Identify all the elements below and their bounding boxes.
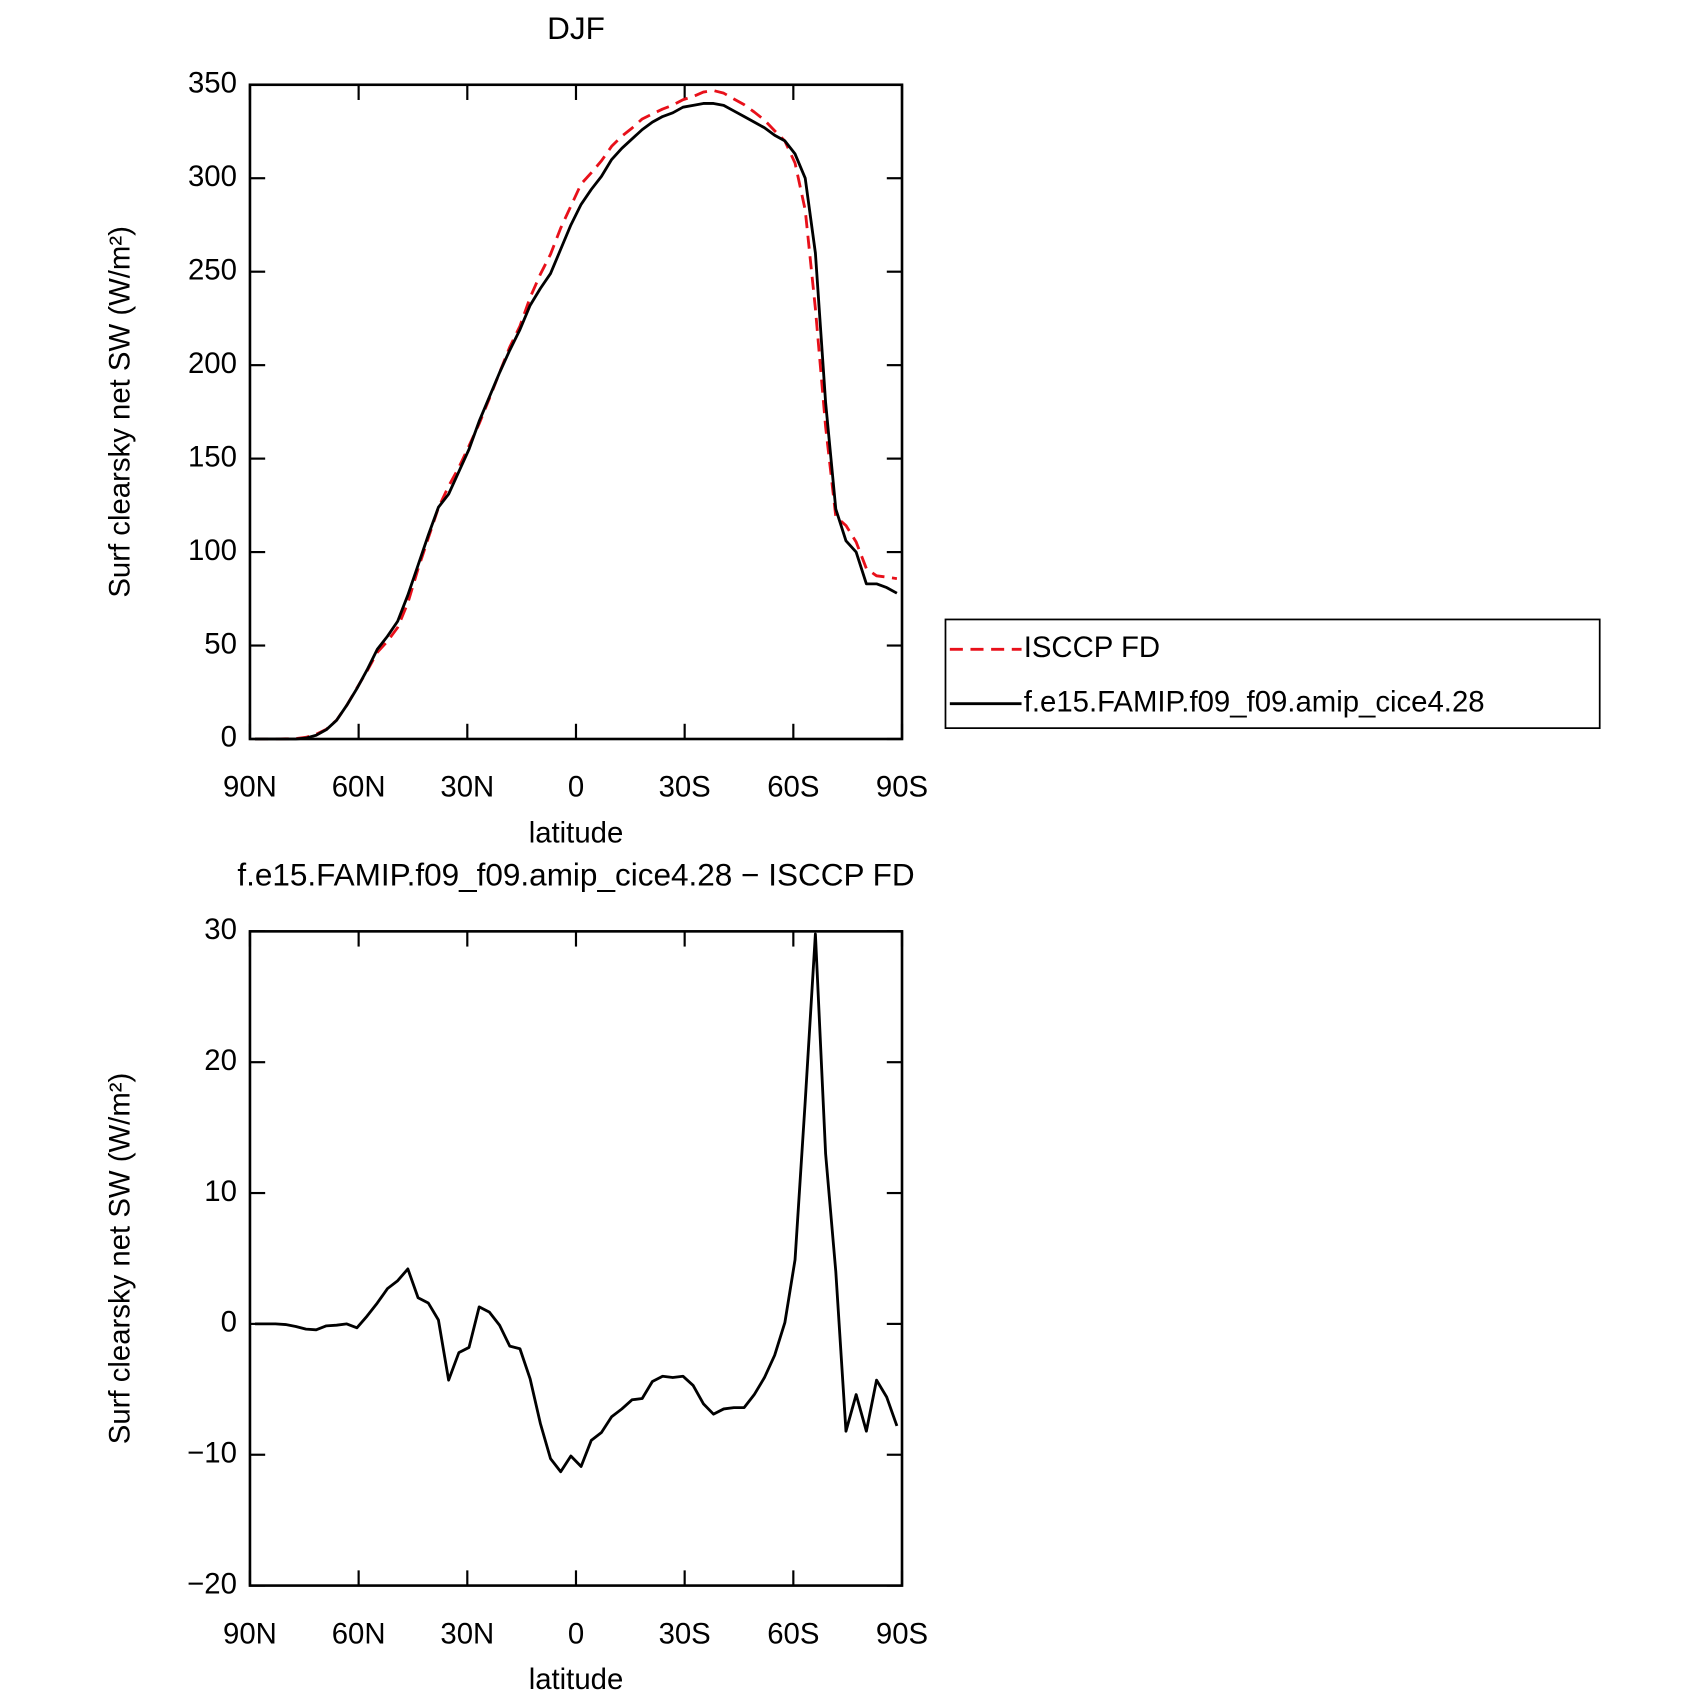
x-tick-label: 30N — [440, 771, 494, 804]
x-tick-label: 90N — [223, 771, 277, 804]
y-axis-label: Surf clearsky net SW (W/m²) — [103, 1073, 136, 1445]
y-tick-label: 100 — [188, 534, 237, 567]
x-tick-label: 90N — [223, 1617, 277, 1650]
line-series — [255, 89, 898, 741]
line-series — [255, 932, 899, 1474]
y-tick-label: 0 — [221, 721, 237, 754]
legend-box — [944, 618, 1601, 729]
y-tick-label: 150 — [188, 440, 237, 473]
x-tick-label: 30N — [440, 1617, 494, 1650]
x-tick-label: 90S — [876, 1617, 928, 1650]
plot-frame — [248, 930, 904, 1587]
x-tick-label: 30S — [659, 771, 711, 804]
x-tick-label: 60S — [767, 771, 819, 804]
line-series — [255, 102, 898, 741]
y-tick-label: 50 — [204, 627, 237, 660]
x-tick-label: 90S — [876, 771, 928, 804]
y-tick-label: 300 — [188, 160, 237, 193]
y-tick-label: 350 — [188, 67, 237, 100]
y-tick-label: 250 — [188, 253, 237, 286]
x-tick-label: 30S — [659, 1617, 711, 1650]
y-axis-label: Surf clearsky net SW (W/m²) — [103, 226, 136, 598]
x-tick-label: 60S — [767, 1617, 819, 1650]
y-tick-label: 0 — [221, 1306, 237, 1339]
x-tick-label: 0 — [568, 1617, 584, 1650]
plot-frame — [248, 83, 904, 741]
x-axis-label: latitude — [529, 816, 624, 849]
y-tick-label: 30 — [204, 913, 237, 946]
y-tick-label: 20 — [204, 1044, 237, 1077]
legend-label: f.e15.FAMIP.f09_f09.amip_cice4.28 — [1024, 685, 1485, 718]
y-tick-label: −10 — [187, 1436, 237, 1469]
legend-label: ISCCP FD — [1024, 631, 1160, 664]
y-tick-label: 200 — [188, 347, 237, 380]
x-tick-label: 60N — [332, 1617, 386, 1650]
chart-title: f.e15.FAMIP.f09_f09.amip_cice4.28 − ISCC… — [237, 856, 914, 892]
x-tick-label: 60N — [332, 771, 386, 804]
x-tick-label: 0 — [568, 771, 584, 804]
chart-title: DJF — [547, 10, 605, 46]
x-axis-label: latitude — [529, 1663, 624, 1691]
y-tick-label: −20 — [187, 1567, 237, 1600]
y-tick-label: 10 — [204, 1175, 237, 1208]
